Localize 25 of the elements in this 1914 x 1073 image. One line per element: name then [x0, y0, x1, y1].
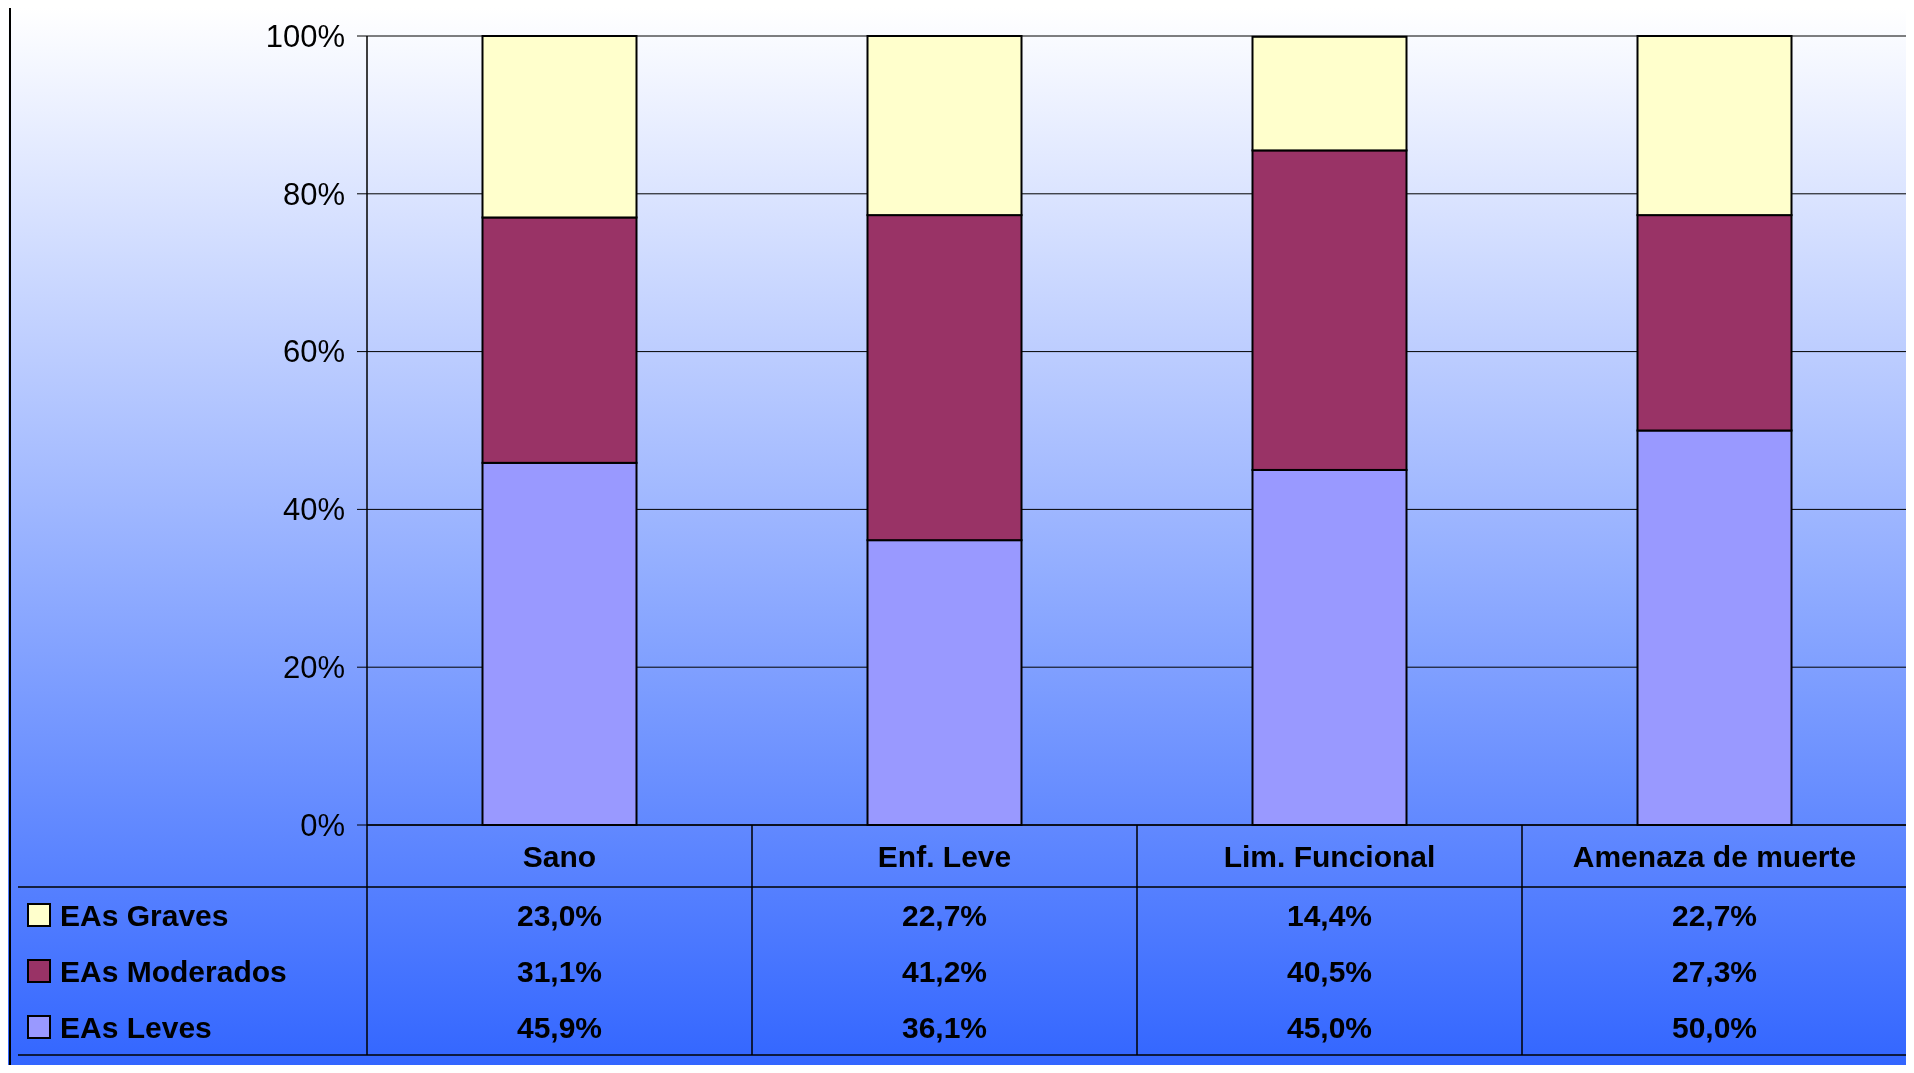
y-tick-label: 20% — [282, 650, 345, 686]
y-tick-label: 40% — [282, 492, 345, 528]
data-label: 50,0% — [1671, 1010, 1758, 1044]
y-tick-label: 100% — [265, 18, 345, 54]
y-tick-label: 80% — [282, 176, 345, 212]
y-tick-label: 60% — [282, 334, 345, 370]
legend-label: EAs Graves — [60, 898, 229, 932]
x-tick-label: Enf. Leve — [877, 839, 1012, 873]
x-tick-label: Sano — [522, 839, 597, 873]
data-label: 23,0% — [516, 898, 603, 932]
data-label: 27,3% — [1671, 954, 1758, 988]
data-label: 22,7% — [1671, 898, 1758, 932]
legend-label: EAs Moderados — [60, 954, 287, 988]
x-tick-label: Lim. Funcional — [1223, 839, 1436, 873]
data-label: 14,4% — [1286, 898, 1373, 932]
legend-label: EAs Leves — [60, 1010, 212, 1044]
data-label: 41,2% — [901, 954, 988, 988]
data-label: 45,9% — [516, 1010, 603, 1044]
data-label: 40,5% — [1286, 954, 1373, 988]
data-label: 31,1% — [516, 954, 603, 988]
x-tick-label: Amenaza de muerte — [1572, 839, 1857, 873]
data-label: 45,0% — [1286, 1010, 1373, 1044]
data-label: 36,1% — [901, 1010, 988, 1044]
data-label: 22,7% — [901, 898, 988, 932]
y-tick-label: 0% — [300, 807, 345, 843]
